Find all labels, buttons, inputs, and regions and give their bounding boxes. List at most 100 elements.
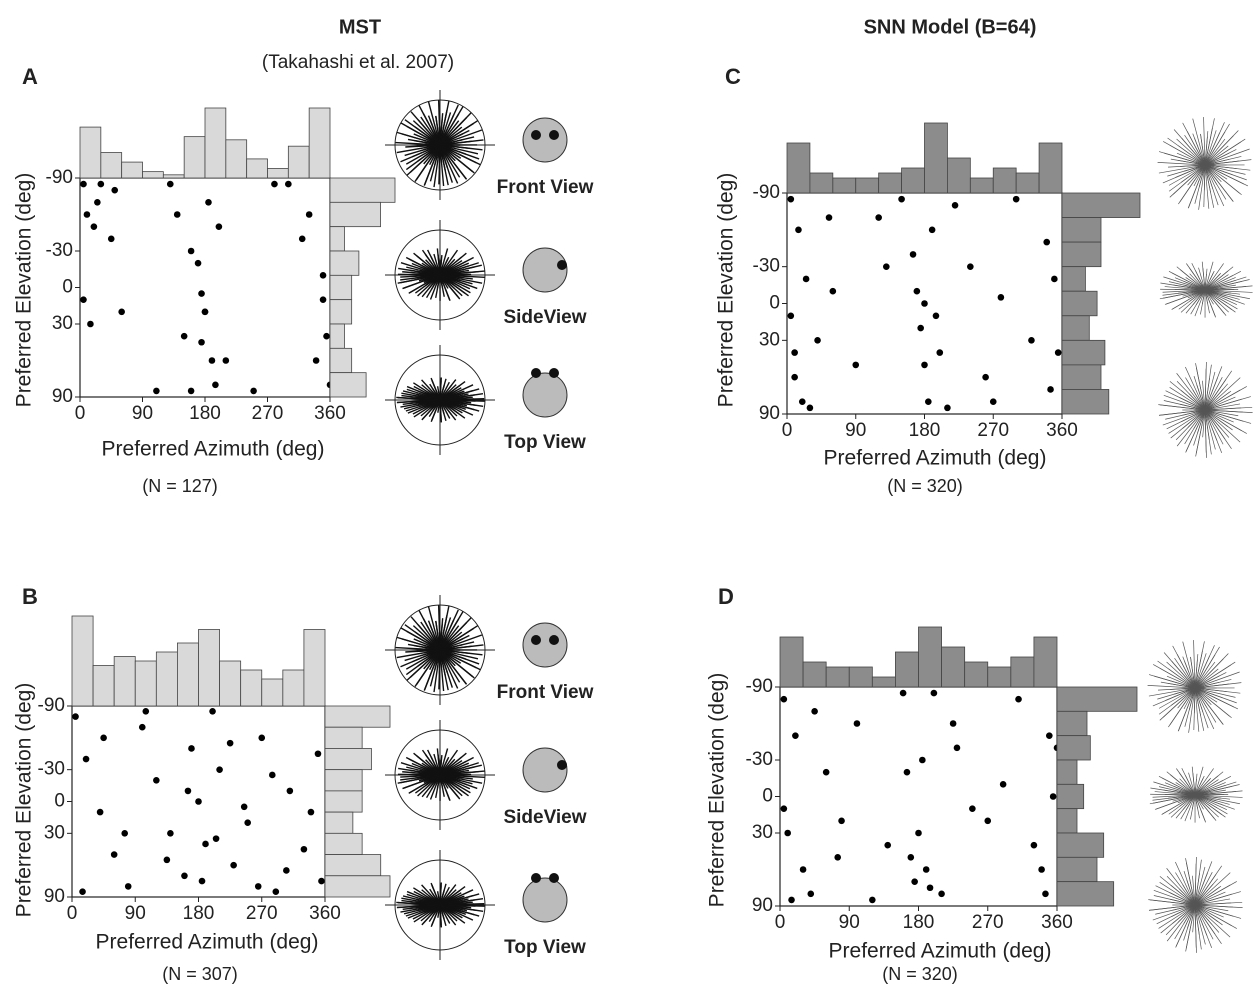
rose-line bbox=[1204, 261, 1214, 291]
x-tick-label: 270 bbox=[252, 403, 284, 424]
rose-line bbox=[1194, 886, 1220, 906]
rose-line bbox=[1204, 409, 1247, 434]
point bbox=[222, 357, 230, 364]
point bbox=[1042, 890, 1049, 898]
rose-line bbox=[1160, 282, 1206, 291]
rose-line bbox=[1204, 409, 1241, 443]
rose-line bbox=[397, 273, 441, 276]
rose-line bbox=[1191, 766, 1196, 796]
rose-line bbox=[1204, 289, 1217, 318]
rose-line bbox=[1204, 148, 1250, 166]
rose-line bbox=[1204, 164, 1237, 169]
rose-line bbox=[1204, 164, 1233, 176]
point bbox=[312, 357, 320, 364]
rose-line bbox=[1204, 270, 1229, 291]
elevation-hist-bar bbox=[1061, 241, 1102, 268]
view-label: SideView bbox=[503, 307, 586, 328]
rose-line bbox=[1204, 388, 1224, 411]
rose-line bbox=[1188, 687, 1196, 733]
rose-line bbox=[1194, 794, 1240, 805]
y-tick-label: 30 bbox=[52, 313, 73, 334]
point bbox=[922, 866, 930, 873]
rose-line bbox=[439, 649, 479, 660]
rose-line bbox=[1167, 137, 1206, 166]
rose-line bbox=[410, 111, 441, 146]
rose-line bbox=[1189, 393, 1206, 411]
rose-line bbox=[428, 274, 441, 290]
rose-line bbox=[439, 129, 483, 146]
point bbox=[226, 739, 234, 747]
rose-line bbox=[405, 649, 441, 676]
rose-line bbox=[439, 248, 449, 276]
rose-line bbox=[1194, 671, 1240, 689]
rose-line bbox=[1204, 277, 1236, 291]
rose-line bbox=[1189, 273, 1206, 291]
point bbox=[799, 866, 807, 873]
monkey-head bbox=[522, 247, 568, 293]
y-tick-label: 0 bbox=[54, 791, 65, 812]
point bbox=[198, 877, 206, 885]
rose-line bbox=[1158, 409, 1206, 416]
rose-line bbox=[1194, 780, 1224, 796]
x-axis-label: Preferred Azimuth (deg) bbox=[824, 447, 1047, 470]
rose-line bbox=[1179, 888, 1196, 906]
rose-line bbox=[1194, 904, 1214, 940]
rose-line bbox=[1152, 794, 1196, 801]
rose-line bbox=[439, 634, 483, 651]
point bbox=[153, 776, 160, 784]
point bbox=[1047, 386, 1054, 393]
n-label: (N = 127) bbox=[142, 476, 218, 496]
rose-line bbox=[1175, 782, 1196, 796]
monkey-head bbox=[522, 877, 568, 923]
azimuth-hist-bar bbox=[162, 174, 185, 179]
rose-line bbox=[439, 884, 457, 906]
rose-line bbox=[1165, 390, 1206, 411]
point bbox=[780, 695, 788, 703]
rose-line bbox=[1204, 409, 1253, 413]
point bbox=[806, 404, 814, 412]
elevation-hist-bar bbox=[1056, 832, 1105, 858]
rose-line bbox=[1204, 409, 1226, 440]
rose-line bbox=[1194, 902, 1232, 906]
rose-line bbox=[415, 649, 441, 685]
rose-line bbox=[1176, 409, 1206, 447]
rose-line bbox=[431, 379, 441, 401]
azimuth-hist-bar bbox=[134, 660, 157, 707]
monkey-eye bbox=[531, 873, 541, 883]
rose-line bbox=[1194, 872, 1213, 906]
rose-line bbox=[1173, 789, 1196, 796]
point bbox=[202, 840, 209, 848]
rose-line bbox=[1178, 687, 1196, 731]
n-label: (N = 320) bbox=[887, 476, 963, 496]
rose-line bbox=[1177, 159, 1206, 166]
rose-line bbox=[1194, 794, 1211, 810]
elevation-hist-bar bbox=[324, 769, 363, 792]
point bbox=[83, 211, 91, 218]
point bbox=[307, 808, 315, 816]
direction-rose bbox=[1149, 766, 1243, 823]
rose-line bbox=[1152, 904, 1196, 921]
point bbox=[930, 689, 938, 697]
rose-line bbox=[1194, 779, 1219, 796]
rose-line bbox=[439, 748, 449, 776]
rose-line bbox=[1194, 794, 1230, 805]
rose-line bbox=[1184, 661, 1196, 689]
elevation-hist-bar bbox=[329, 250, 360, 276]
rose-line bbox=[1166, 868, 1196, 906]
rose-line bbox=[1194, 672, 1227, 689]
rose-line bbox=[1192, 875, 1196, 906]
point bbox=[1038, 866, 1045, 873]
rose-line bbox=[1204, 396, 1236, 411]
rose-line bbox=[439, 615, 448, 651]
rose-line bbox=[1163, 276, 1206, 291]
rose-line bbox=[1190, 656, 1196, 689]
point bbox=[286, 787, 294, 795]
x-tick-label: 180 bbox=[909, 420, 941, 441]
point bbox=[110, 851, 118, 858]
elevation-hist-bar bbox=[324, 875, 391, 898]
rose-line bbox=[439, 773, 472, 776]
rose-line bbox=[1170, 687, 1196, 690]
azimuth-hist-bar bbox=[225, 139, 248, 179]
rose-line bbox=[1169, 387, 1206, 411]
rose-line bbox=[1194, 883, 1214, 906]
